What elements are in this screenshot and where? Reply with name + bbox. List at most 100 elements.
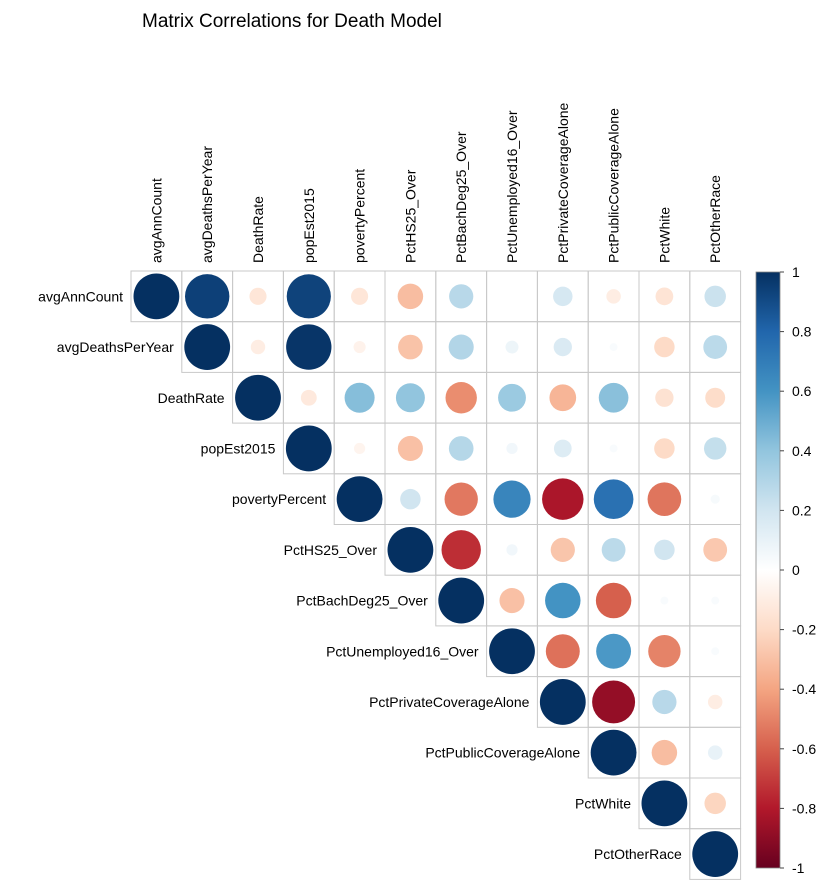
correlation-circle [553,439,572,458]
row-label: PctWhite [575,795,631,811]
column-label: PctHS25_Over [402,169,418,263]
correlation-circle [711,647,720,656]
correlation-circle [550,537,575,562]
correlation-circle [545,582,581,619]
correlation-circle [397,283,424,310]
correlation-circle [489,628,535,675]
correlation-circle [598,382,629,413]
correlation-circle [441,530,481,570]
colorbar-tick-label: -0.4 [792,681,816,697]
correlation-circle [545,634,580,669]
correlation-circle [592,680,636,724]
correlation-circle [505,340,519,354]
correlation-circle [654,336,675,358]
column-label: PctUnemployed16_Over [504,110,520,263]
correlation-circle [703,437,727,460]
correlation-circle [539,679,586,725]
correlation-circle [655,287,674,306]
correlation-circle [641,780,688,827]
correlation-circle [300,389,317,406]
correlation-circle [601,537,626,562]
colorbar-tick-label: 0 [792,562,800,578]
correlation-circle [184,274,230,319]
grid-cell [486,270,538,323]
column-label: PctBachDeg25_Over [453,131,469,263]
correlation-circle [595,582,632,619]
correlation-circle [353,442,366,455]
row-label: popEst2015 [201,440,276,456]
correlation-circle [351,287,369,305]
chart-title: Matrix Correlations for Death Model [142,11,442,32]
correlation-circle [353,340,366,354]
correlation-circle [184,324,231,370]
grid-cell [689,828,742,880]
correlation-circle [704,285,726,308]
correlation-circle [654,539,675,561]
colorbar-tick-label: 1 [792,264,800,280]
correlation-circle [336,476,383,523]
correlation-circle [387,526,434,573]
correlation-circle [249,287,267,305]
correlation-circle [711,596,720,605]
correlation-circle [704,792,726,815]
correlation-circle [397,435,423,461]
correlation-circle [286,324,332,370]
colorbar-legend: 1 0.8 0.6 0.4 0.2 0 -0.2 -0.4 -0.6 -0.8 -1 [755,264,816,876]
correlation-circle [133,273,180,320]
correlation-circle [448,334,474,360]
row-label: PctPublicCoverageAlone [425,745,580,761]
correlation-circle [506,442,518,455]
row-label: PctPrivateCoverageAlone [369,694,530,710]
correlation-circle [703,537,728,562]
colorbar-tick-label: -0.8 [792,800,816,816]
correlation-circle [553,286,573,307]
colorbar-tick-label: -0.2 [792,622,816,638]
correlation-circle [648,635,681,668]
row-labels: avgAnnCount avgDeathsPerYear DeathRate popE… [38,288,682,862]
correlation-circle [549,384,577,412]
row-label: PctHS25_Over [284,542,378,558]
colorbar-tick-label: 0.8 [792,324,812,340]
colorbar-tick-label: 0.6 [792,383,812,399]
correlation-circle [703,335,728,359]
column-label: PctPublicCoverageAlone [606,108,622,263]
row-label: povertyPercent [232,491,326,507]
correlation-circle [438,577,485,624]
column-label: PctOtherRace [707,175,723,263]
correlation-circle [542,478,584,520]
correlation-circle [498,383,526,412]
correlation-circle [707,694,723,710]
correlation-circle [493,480,531,518]
colorbar-tick-label: 0.4 [792,443,812,459]
correlation-circle [606,289,621,304]
column-label: PctPrivateCoverageAlone [555,102,571,263]
correlation-circle [235,374,281,421]
colorbar-tick-label: -0.6 [792,741,816,757]
column-label: avgAnnCount [148,178,164,263]
correlation-circle [647,482,682,516]
correlation-circle [395,383,425,413]
row-label: PctOtherRace [594,846,682,862]
correlation-circle [400,488,421,510]
row-label: PctBachDeg25_Over [296,593,428,609]
colorbar-gradient [755,271,781,869]
column-label: PctWhite [656,207,672,263]
column-label: popEst2015 [301,188,317,263]
correlation-circle [651,739,678,766]
correlation-circle [660,596,669,605]
correlation-circle [609,343,618,352]
row-label: avgAnnCount [38,288,123,304]
row-label: PctUnemployed16_Over [326,643,479,659]
row-label: DeathRate [158,390,225,406]
column-label: avgDeathsPerYear [199,146,215,263]
column-label: povertyPercent [352,169,368,263]
correlation-circle [596,633,632,669]
colorbar-tick-label: 0.2 [792,502,812,518]
correlation-circle [652,689,677,715]
correlation-circle [654,438,675,459]
correlation-circle [444,482,478,516]
correlation-circle [448,436,474,461]
correlation-circle [710,494,720,504]
row-label: avgDeathsPerYear [57,339,174,355]
correlation-circle [445,382,477,414]
